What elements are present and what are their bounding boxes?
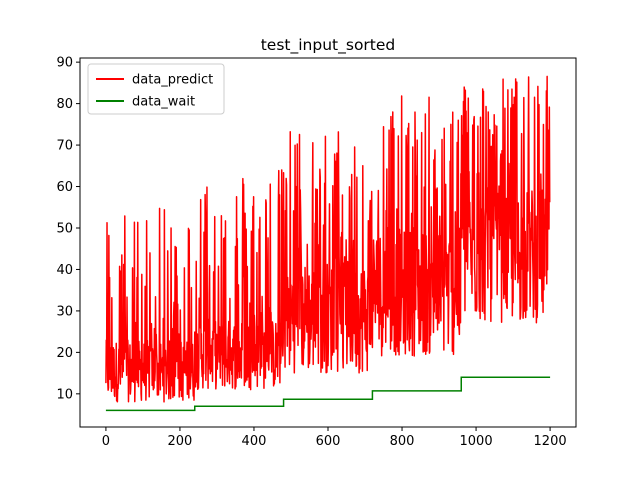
y-tick-label: 70: [56, 139, 73, 154]
x-tick-label: 800: [390, 434, 415, 449]
series-line-data-wait: [105, 376, 551, 412]
x-tick-label: 400: [242, 434, 267, 449]
y-tick-label: 90: [56, 56, 73, 71]
legend-entry-label: data_wait: [132, 95, 195, 110]
y-tick-label: 30: [56, 304, 73, 319]
x-tick-label: 0: [102, 434, 110, 449]
chart-title: test_input_sorted: [261, 36, 396, 55]
series-line-data-predict: [105, 75, 551, 403]
y-tick-label: 60: [56, 180, 73, 195]
x-tick-label: 1000: [460, 434, 493, 449]
x-tick-label: 1200: [534, 434, 567, 449]
axes: 0 200 400 600 800 1000 1200 10 20 30 40 50 60 70 80 90: [56, 56, 577, 449]
y-tick-label: 10: [56, 387, 73, 402]
y-tick-label: 80: [56, 97, 73, 112]
y-tick-label: 50: [56, 221, 73, 236]
x-tick-label: 200: [168, 434, 193, 449]
y-tick-label: 20: [56, 346, 73, 361]
x-tick-label: 600: [316, 434, 341, 449]
y-tick-label: 40: [56, 263, 73, 278]
legend: data_predict data_wait: [87, 63, 225, 115]
legend-entry-label: data_predict: [132, 73, 213, 88]
plot-area: [105, 75, 551, 412]
